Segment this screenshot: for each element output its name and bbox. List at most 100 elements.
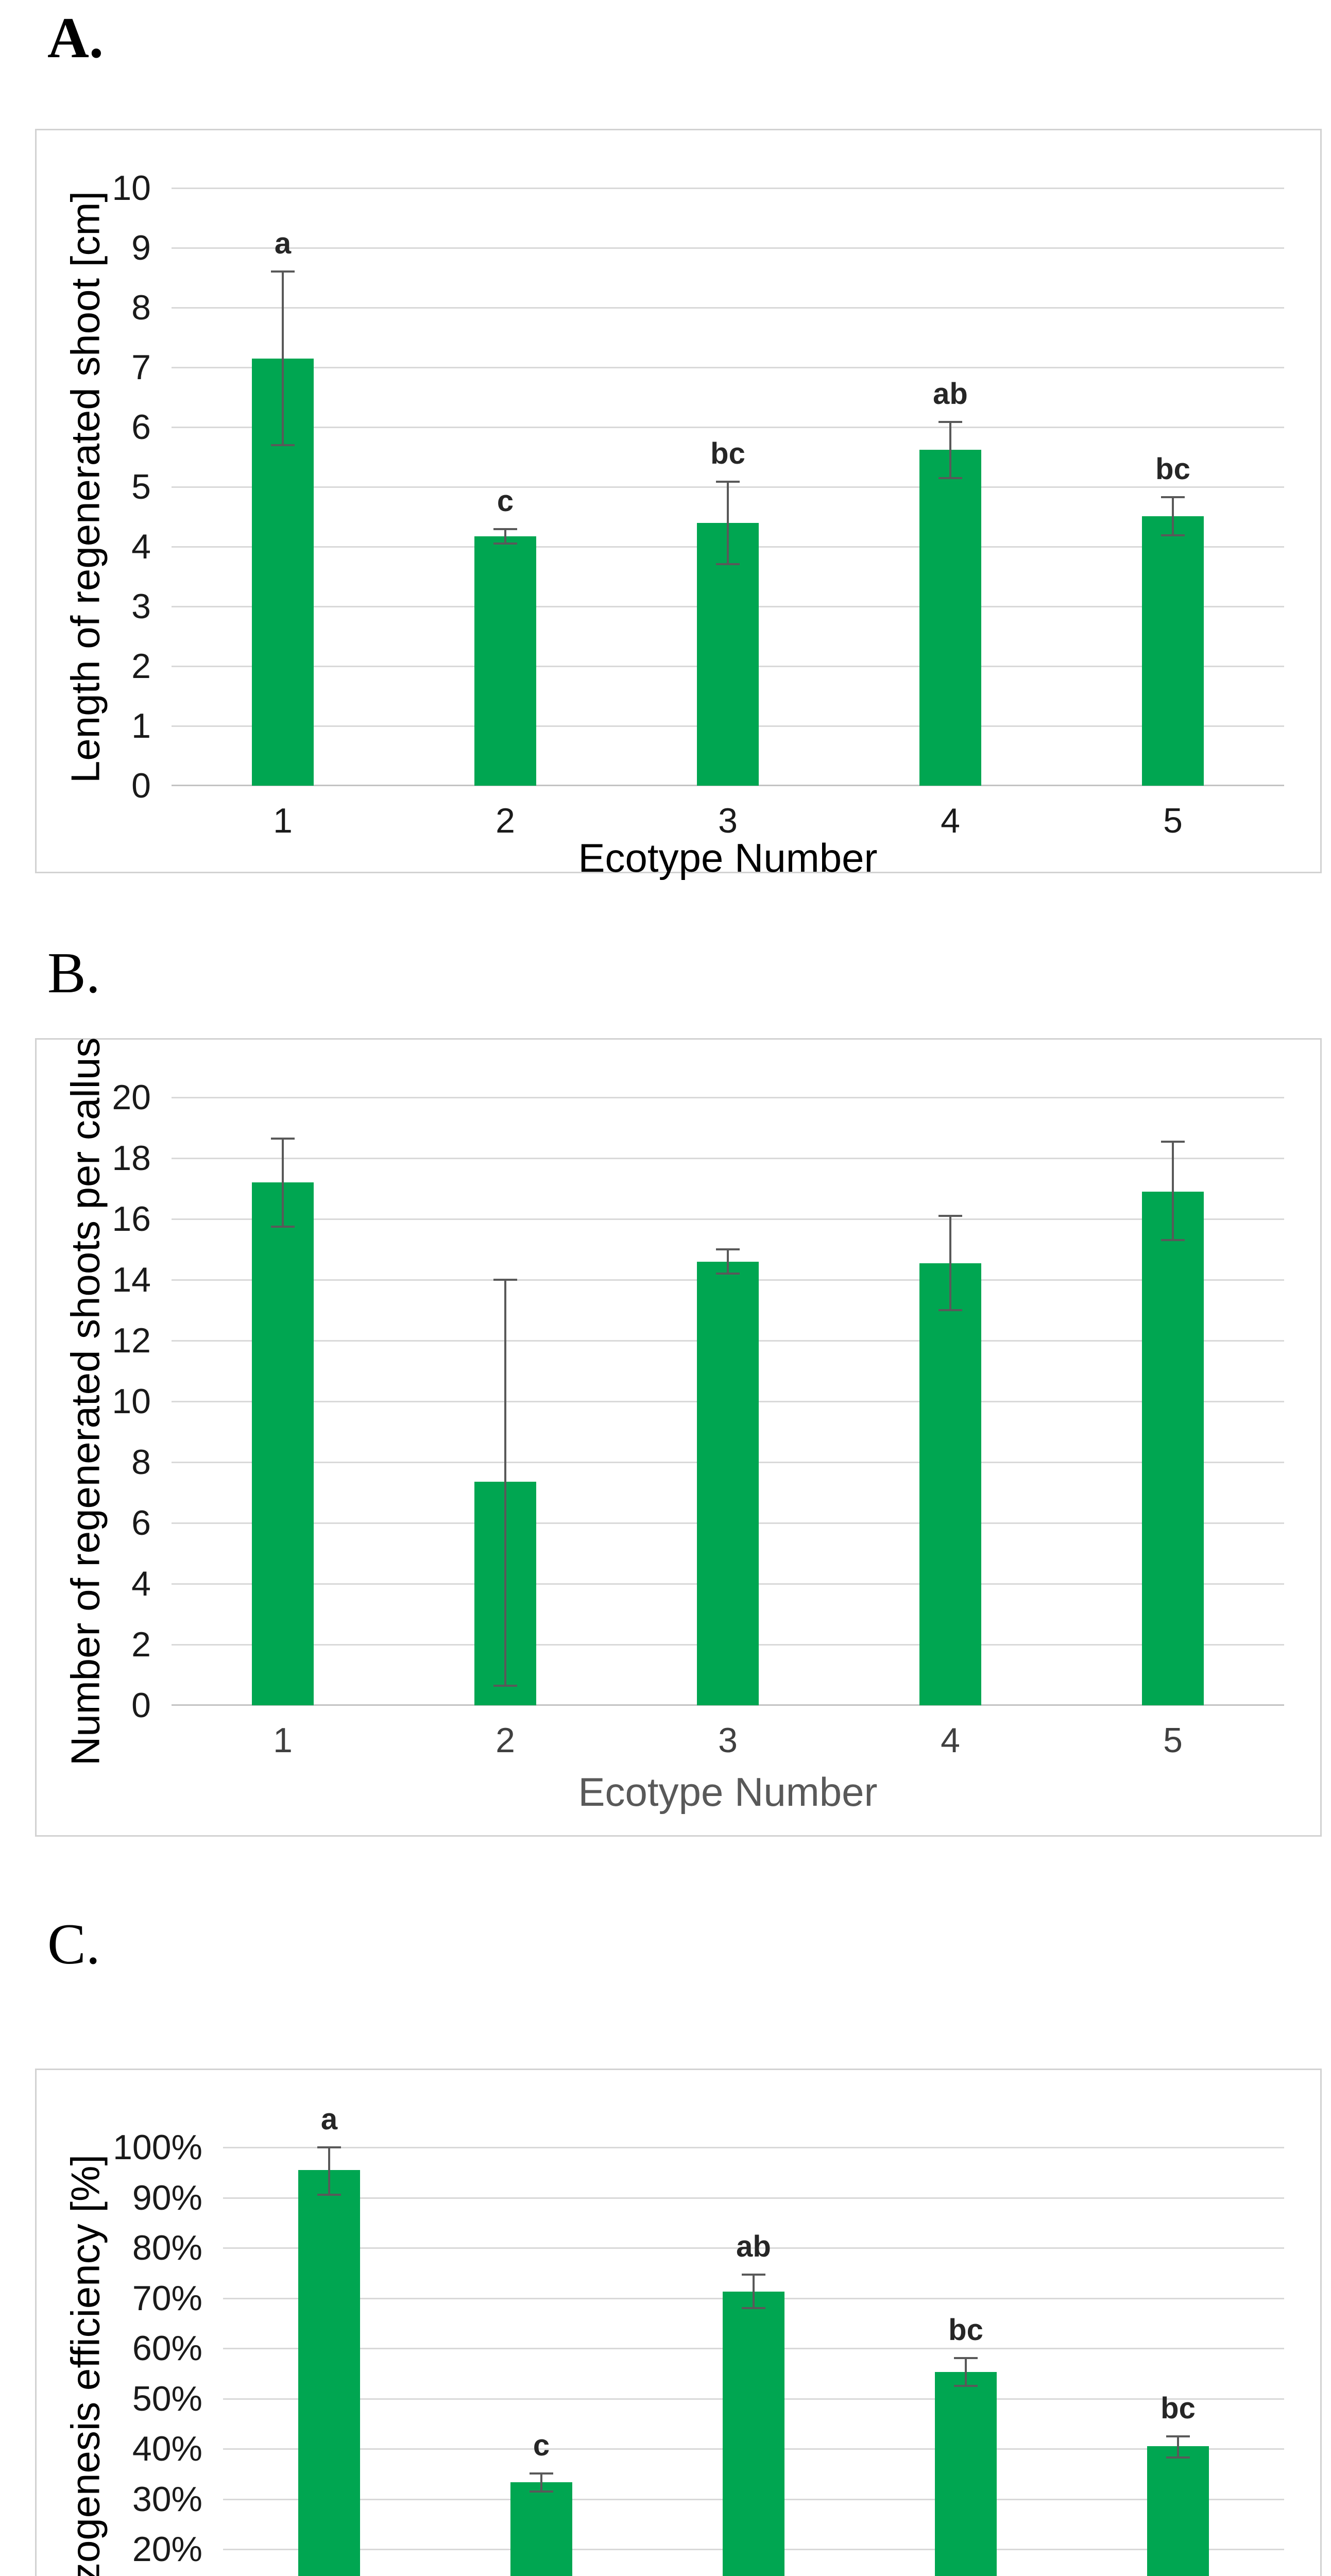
- plot-area: 100%90%80%70%60%50%40%30%20%10%0%a1c2ab3…: [113, 2103, 1284, 2576]
- panel-label-b: B.: [47, 941, 100, 1005]
- gridline: [223, 2197, 1284, 2199]
- error-bar-cap-top: [271, 1137, 295, 1140]
- y-tick-label: 4: [131, 1564, 151, 1603]
- y-tick-label: 10: [112, 1382, 151, 1421]
- chart-box-1: Number of regenerated shoots per callus 2…: [35, 1037, 1322, 1837]
- error-bar: [282, 272, 284, 445]
- error-bar-cap-bottom: [716, 1273, 740, 1275]
- chart-box-0: Length of regenerated shoot [cm] 10 9 8 7 6 5 4…: [35, 129, 1322, 878]
- error-bar-cap-bottom: [938, 477, 962, 479]
- bar-ecotype-2: [474, 536, 536, 786]
- error-bar-cap-top: [493, 1279, 517, 1281]
- error-bar-cap-top: [271, 270, 295, 273]
- y-tick-label: 30%: [132, 2479, 202, 2519]
- bar-ecotype-4: [935, 2371, 997, 2576]
- y-tick-label: 2: [131, 1625, 151, 1664]
- error-bar: [1172, 1141, 1174, 1241]
- error-bar: [965, 2358, 967, 2386]
- significance-letter: ab: [933, 377, 968, 411]
- gridline: [172, 1097, 1284, 1098]
- gridline: [172, 1218, 1284, 1220]
- error-bar-cap-top: [716, 1248, 740, 1250]
- error-bar: [1172, 497, 1174, 535]
- y-tick-label: 60%: [132, 2329, 202, 2368]
- y-tick-label: 5: [131, 467, 151, 506]
- error-bar-cap-top: [1161, 1140, 1185, 1143]
- y-tick-label: 20%: [132, 2530, 202, 2569]
- error-bar-cap-top: [1161, 496, 1185, 498]
- bar-ecotype-3: [697, 522, 759, 786]
- error-bar-cap-bottom: [716, 563, 740, 565]
- error-bar: [504, 529, 506, 544]
- y-tick-label: 20: [112, 1078, 151, 1117]
- chart-box-2: Rhizogenesis efficiency [%] 100% 90% 80% 70%…: [35, 2069, 1322, 2576]
- y-tick-label: 2: [131, 647, 151, 686]
- significance-letter: bc: [1161, 2391, 1196, 2425]
- y-tick-label: 40%: [132, 2429, 202, 2468]
- error-bar-cap-bottom: [530, 2490, 553, 2493]
- panel-label-c: C.: [47, 1912, 100, 1976]
- panel-label-a: A.: [47, 6, 104, 70]
- x-tick-label: 3: [718, 1721, 738, 1760]
- error-bar: [504, 1280, 506, 1686]
- significance-letter: a: [320, 2103, 338, 2136]
- x-tick-label: 5: [1163, 801, 1183, 840]
- gridline: [172, 188, 1284, 189]
- error-bar: [727, 481, 729, 564]
- error-bar-cap-bottom: [493, 1684, 517, 1687]
- gridline: [172, 367, 1284, 368]
- x-tick-label: 4: [941, 801, 960, 840]
- bar-ecotype-3: [723, 2291, 784, 2576]
- y-tick-label: 0: [131, 1686, 151, 1725]
- error-bar-cap-bottom: [954, 2385, 978, 2387]
- y-tick-label: 8: [131, 288, 151, 327]
- gridline: [172, 427, 1284, 428]
- significance-letter: bc: [1155, 452, 1190, 486]
- x-tick-label: 2: [496, 1721, 515, 1760]
- y-tick-label: 80%: [132, 2228, 202, 2267]
- y-tick-label: 70%: [132, 2278, 202, 2318]
- error-bar-cap-top: [493, 528, 517, 531]
- error-bar-cap-bottom: [1161, 1239, 1185, 1242]
- error-bar-cap-top: [530, 2472, 553, 2475]
- significance-letter: bc: [710, 436, 745, 470]
- y-tick-label: 4: [131, 527, 151, 566]
- y-tick-label: 0: [131, 766, 151, 805]
- y-tick-label: 100%: [113, 2128, 202, 2167]
- x-tick-label: 2: [496, 801, 515, 840]
- error-bar: [282, 1138, 284, 1227]
- error-bar-cap-bottom: [271, 1225, 295, 1228]
- error-bar-cap-top: [317, 2146, 341, 2148]
- error-bar-cap-bottom: [317, 2193, 341, 2196]
- significance-letter: ab: [736, 2229, 771, 2263]
- x-tick-label: 4: [941, 1721, 960, 1760]
- y-tick-label: 8: [131, 1443, 151, 1482]
- x-tick-label: 1: [273, 801, 293, 840]
- gridline: [223, 2147, 1284, 2148]
- bar-ecotype-4: [919, 1263, 981, 1705]
- y-tick-label: 90%: [132, 2178, 202, 2217]
- y-tick-label: 10: [112, 168, 151, 208]
- error-bar-cap-top: [1166, 2435, 1190, 2437]
- x-tick-label: 1: [273, 1721, 293, 1760]
- error-bar-cap-bottom: [938, 1309, 962, 1311]
- bar-ecotype-1: [298, 2170, 360, 2576]
- error-bar-cap-bottom: [1161, 534, 1185, 536]
- error-bar-cap-bottom: [742, 2307, 765, 2309]
- bar-ecotype-4: [919, 450, 981, 786]
- gridline: [223, 2247, 1284, 2249]
- bar-ecotype-5: [1142, 516, 1204, 786]
- y-tick-label: 50%: [132, 2379, 202, 2418]
- x-tick-label: 3: [718, 801, 738, 840]
- y-tick-label: 6: [131, 408, 151, 447]
- gridline: [172, 247, 1284, 249]
- y-tick-label: 12: [112, 1321, 151, 1360]
- y-tick-label: 7: [131, 348, 151, 387]
- plot-area: 20 18 16 14 12 10 8 6 4 2 0 1 2 3 4 5: [112, 1080, 1284, 1758]
- bar-ecotype-5: [1142, 1191, 1204, 1705]
- significance-letter: c: [533, 2428, 550, 2462]
- significance-letter: a: [274, 227, 292, 261]
- significance-letter: c: [497, 484, 514, 518]
- bar-ecotype-3: [697, 1261, 759, 1705]
